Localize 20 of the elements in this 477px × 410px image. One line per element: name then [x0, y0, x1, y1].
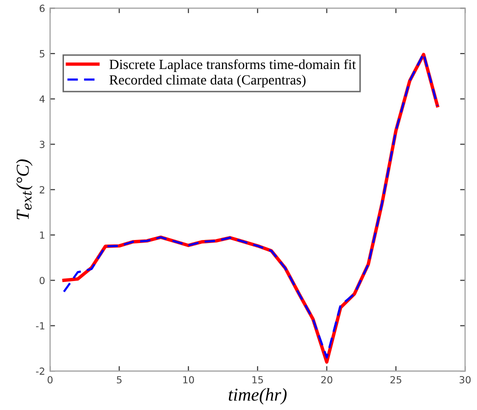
y-axis-title: T$_{ext}$(°C) [16, 159, 33, 220]
x-axis-title: time(hr) [228, 388, 287, 404]
y-tick-label: 6 [40, 4, 45, 12]
y-tick-label: 5 [40, 50, 44, 58]
y-tick-label: 2 [40, 186, 44, 194]
legend-label: Discrete Laplace transforms time-domain fit [109, 59, 356, 72]
y-tick-label: -2 [36, 368, 44, 375]
x-tick-label: 25 [390, 376, 402, 384]
x-tick-label: 15 [252, 376, 263, 384]
y-tick-label: 0 [40, 276, 45, 284]
x-tick-label: 30 [460, 376, 471, 384]
x-tick-label: 10 [183, 376, 194, 384]
y-tick-label: -1 [36, 322, 44, 330]
y-tick-label: 4 [40, 96, 45, 103]
x-tick-label: 0 [48, 376, 53, 384]
x-tick-label: 20 [321, 376, 332, 384]
y-tick-label: 3 [40, 140, 44, 148]
legend-label: Recorded climate data (Carpentras) [109, 74, 306, 88]
y-tick-label: 1 [40, 232, 44, 239]
x-tick-label: 5 [116, 376, 122, 384]
